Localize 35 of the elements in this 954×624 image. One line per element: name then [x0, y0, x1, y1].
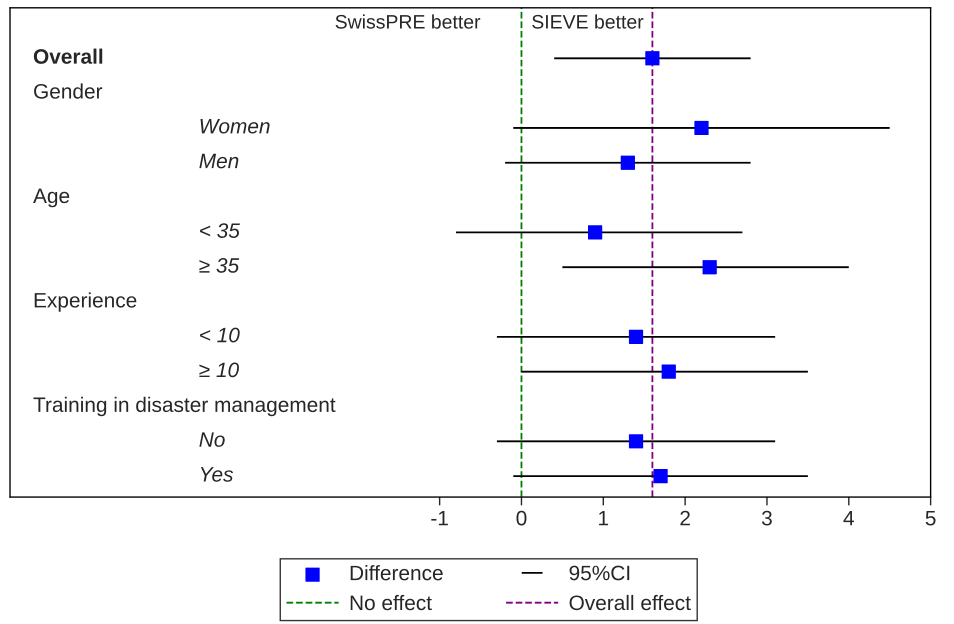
y-tick-label: ≥ 10	[199, 362, 239, 378]
y-tick-label: Training in disaster management	[34, 396, 336, 416]
y-tick-label: Overall	[34, 48, 102, 64]
point	[694, 120, 709, 136]
annotation: SwissPRE better	[336, 14, 480, 29]
legend-label: No effect	[350, 594, 432, 610]
legend-label: Difference	[350, 565, 443, 580]
point	[653, 469, 668, 484]
x-tick-label: 2	[680, 510, 690, 526]
y-tick-label: Age	[33, 188, 70, 208]
y-tick-label: Yes	[200, 467, 234, 482]
y-tick-label: ≥ 35	[199, 258, 240, 273]
y-tick-label: Men	[199, 154, 238, 168]
y-tick-label: < 35	[200, 223, 240, 238]
point	[588, 225, 602, 240]
y-tick-label: No	[199, 432, 225, 447]
x-tick-label: 1	[599, 510, 608, 526]
x-tick-label: 4	[843, 510, 854, 526]
y-tick-label: Women	[200, 118, 270, 134]
point	[628, 434, 644, 448]
y-tick-label: Experience	[34, 292, 136, 312]
point	[702, 260, 717, 274]
point	[645, 51, 660, 66]
y-tick-label: Gender	[34, 83, 102, 99]
legend-label: Overall effect	[570, 594, 691, 610]
x-tick-label: 5	[926, 510, 936, 526]
x-tick-label: 3	[762, 510, 772, 526]
x-tick-label: 0	[516, 510, 526, 526]
point	[628, 330, 644, 344]
annotation: SIEVE better	[532, 14, 644, 29]
point	[620, 156, 635, 170]
point	[662, 364, 676, 379]
y-tick-label: < 10	[200, 328, 240, 342]
x-tick-label: -1	[431, 510, 448, 526]
text: 95%CI	[570, 566, 630, 580]
